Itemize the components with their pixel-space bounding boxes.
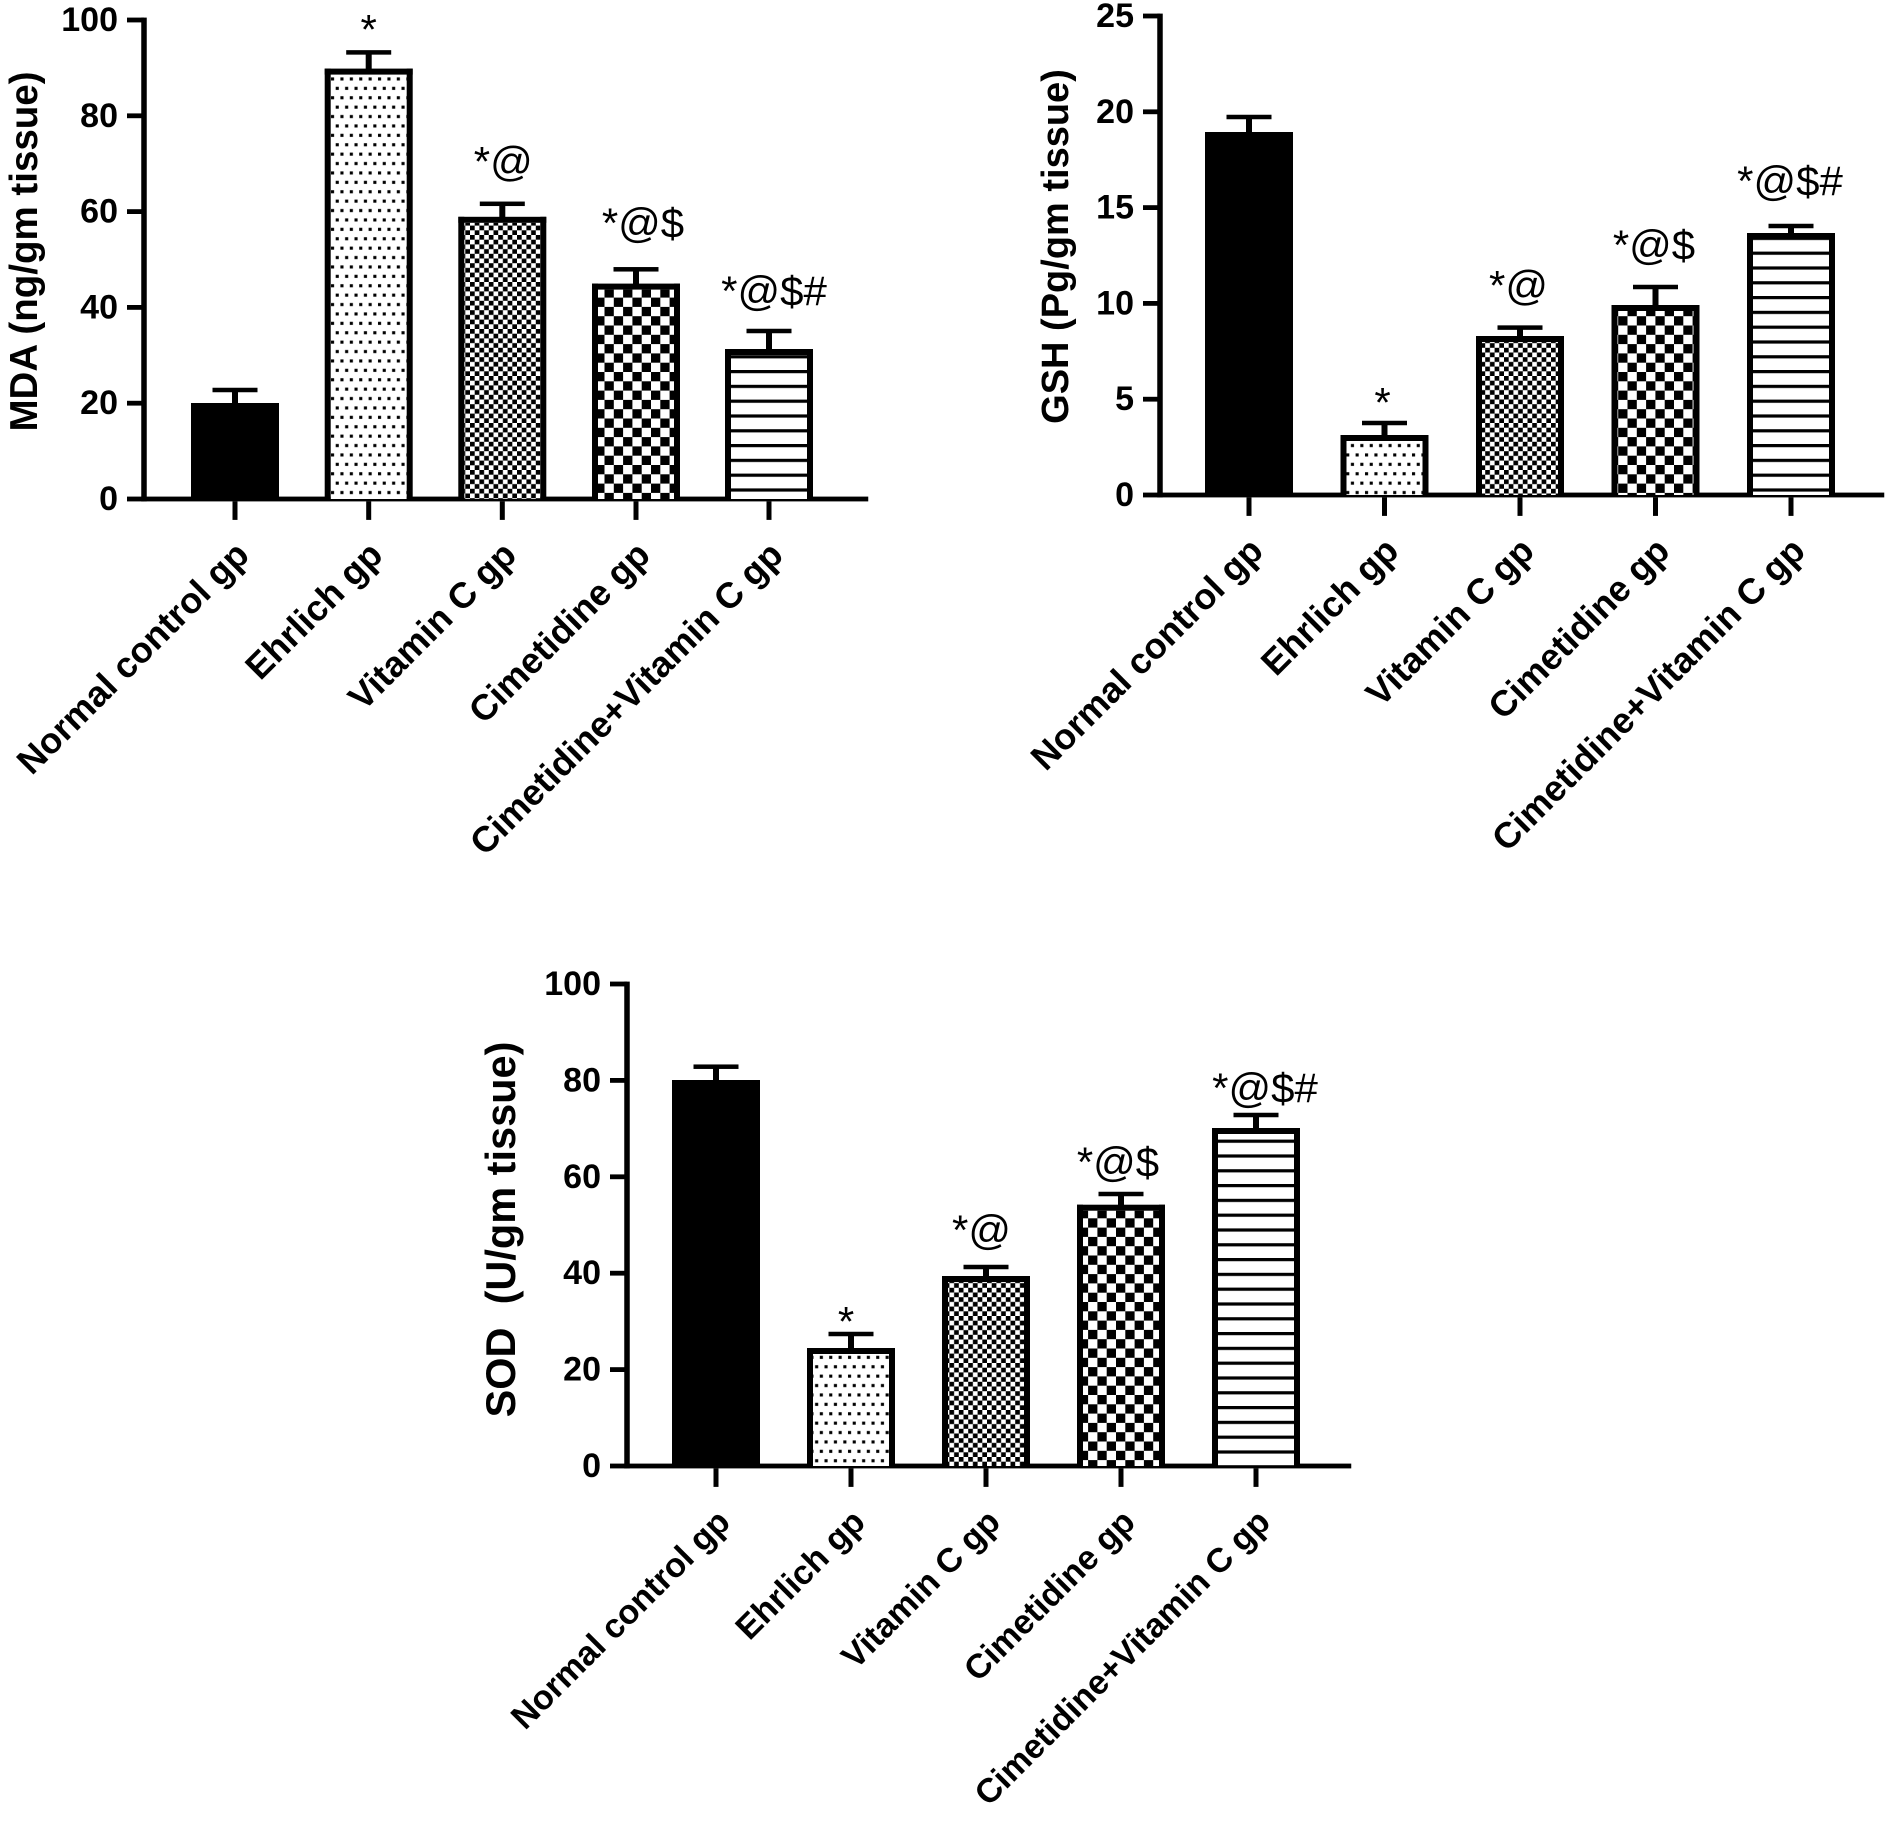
svg-text:*@$: *@$	[1077, 1139, 1159, 1186]
svg-text:60: 60	[80, 193, 118, 231]
svg-text:*@$#: *@$#	[721, 268, 827, 315]
svg-text:0: 0	[99, 480, 118, 518]
svg-text:*@: *@	[952, 1207, 1011, 1254]
svg-text:*@$#: *@$#	[1737, 158, 1843, 205]
svg-text:0: 0	[582, 1447, 601, 1485]
svg-text:80: 80	[563, 1061, 601, 1099]
svg-text:*@$: *@$	[602, 200, 684, 247]
svg-text:MDA (ng/gm tissue): MDA (ng/gm tissue)	[3, 71, 46, 431]
svg-text:*@: *@	[1489, 262, 1548, 309]
svg-text:10: 10	[1096, 284, 1134, 322]
svg-text:100: 100	[544, 965, 601, 1003]
svg-text:80: 80	[80, 97, 118, 135]
svg-text:*@: *@	[474, 138, 533, 185]
svg-text:40: 40	[563, 1254, 601, 1292]
svg-text:*: *	[838, 1298, 854, 1345]
svg-text:20: 20	[563, 1351, 601, 1389]
svg-text:15: 15	[1096, 189, 1134, 227]
svg-text:100: 100	[61, 1, 118, 39]
svg-text:40: 40	[80, 288, 118, 326]
svg-text:GSH (Pg/gm tissue): GSH (Pg/gm tissue)	[1035, 69, 1077, 424]
svg-text:*: *	[361, 6, 377, 53]
svg-text:20: 20	[80, 384, 118, 422]
svg-text:60: 60	[563, 1158, 601, 1196]
svg-text:0: 0	[1115, 476, 1134, 514]
svg-text:*@$: *@$	[1613, 222, 1695, 269]
svg-text:20: 20	[1096, 93, 1134, 131]
svg-text:*: *	[1374, 379, 1390, 426]
svg-text:SOD (U/gm tissue): SOD (U/gm tissue)	[477, 1042, 524, 1418]
svg-text:*@$#: *@$#	[1212, 1065, 1318, 1112]
svg-text:25: 25	[1096, 0, 1134, 35]
svg-text:5: 5	[1115, 380, 1134, 418]
